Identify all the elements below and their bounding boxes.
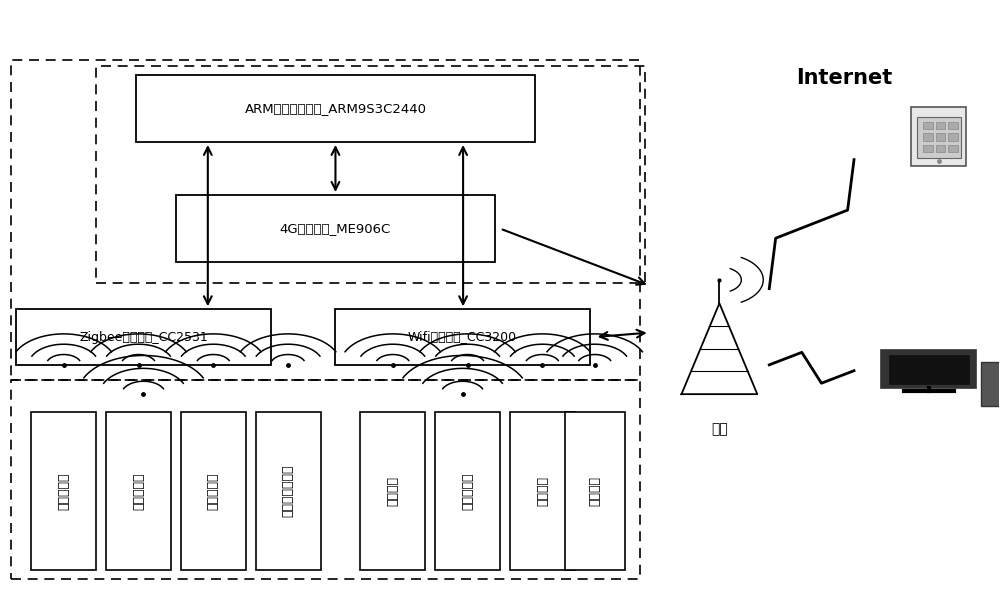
Text: Internet: Internet — [796, 68, 892, 88]
FancyBboxPatch shape — [917, 117, 961, 158]
FancyBboxPatch shape — [948, 145, 958, 153]
Text: 天线: 天线 — [711, 422, 728, 436]
Text: 光照传感器: 光照传感器 — [207, 472, 220, 509]
FancyBboxPatch shape — [881, 350, 976, 388]
FancyBboxPatch shape — [911, 107, 966, 166]
Text: 4G无线通讯_ME906C: 4G无线通讯_ME906C — [280, 222, 391, 235]
FancyBboxPatch shape — [136, 75, 535, 142]
FancyBboxPatch shape — [510, 412, 575, 570]
Text: 升降幕布: 升降幕布 — [588, 476, 601, 506]
FancyBboxPatch shape — [936, 145, 945, 153]
FancyBboxPatch shape — [256, 412, 320, 570]
FancyBboxPatch shape — [335, 309, 590, 365]
FancyBboxPatch shape — [181, 412, 246, 570]
FancyBboxPatch shape — [106, 412, 171, 570]
FancyBboxPatch shape — [435, 412, 500, 570]
FancyBboxPatch shape — [948, 134, 958, 141]
FancyBboxPatch shape — [948, 122, 958, 130]
FancyBboxPatch shape — [889, 355, 969, 383]
Text: Zigbee无线通讯_CC2531: Zigbee无线通讯_CC2531 — [79, 330, 208, 343]
Text: 微灌喷头: 微灌喷头 — [386, 476, 399, 506]
Text: 温度传感器: 温度传感器 — [57, 472, 70, 509]
FancyBboxPatch shape — [565, 412, 625, 570]
FancyBboxPatch shape — [360, 412, 425, 570]
Text: 雾化加湿器: 雾化加湿器 — [461, 472, 474, 509]
FancyBboxPatch shape — [923, 145, 933, 153]
FancyBboxPatch shape — [176, 195, 495, 262]
FancyBboxPatch shape — [31, 412, 96, 570]
FancyBboxPatch shape — [936, 134, 945, 141]
Text: 散热风扇: 散热风扇 — [536, 476, 549, 506]
Text: 湿度传感器: 湿度传感器 — [132, 472, 145, 509]
Text: 二氧化碳传感器: 二氧化碳传感器 — [282, 465, 295, 517]
FancyBboxPatch shape — [923, 122, 933, 130]
FancyBboxPatch shape — [923, 134, 933, 141]
FancyBboxPatch shape — [16, 309, 271, 365]
FancyBboxPatch shape — [936, 122, 945, 130]
FancyBboxPatch shape — [981, 362, 1000, 406]
Text: ARM嵌入式处理器_ARM9S3C2440: ARM嵌入式处理器_ARM9S3C2440 — [244, 102, 426, 115]
Text: Wifi无线通讯_CC3200: Wifi无线通讯_CC3200 — [408, 330, 517, 343]
